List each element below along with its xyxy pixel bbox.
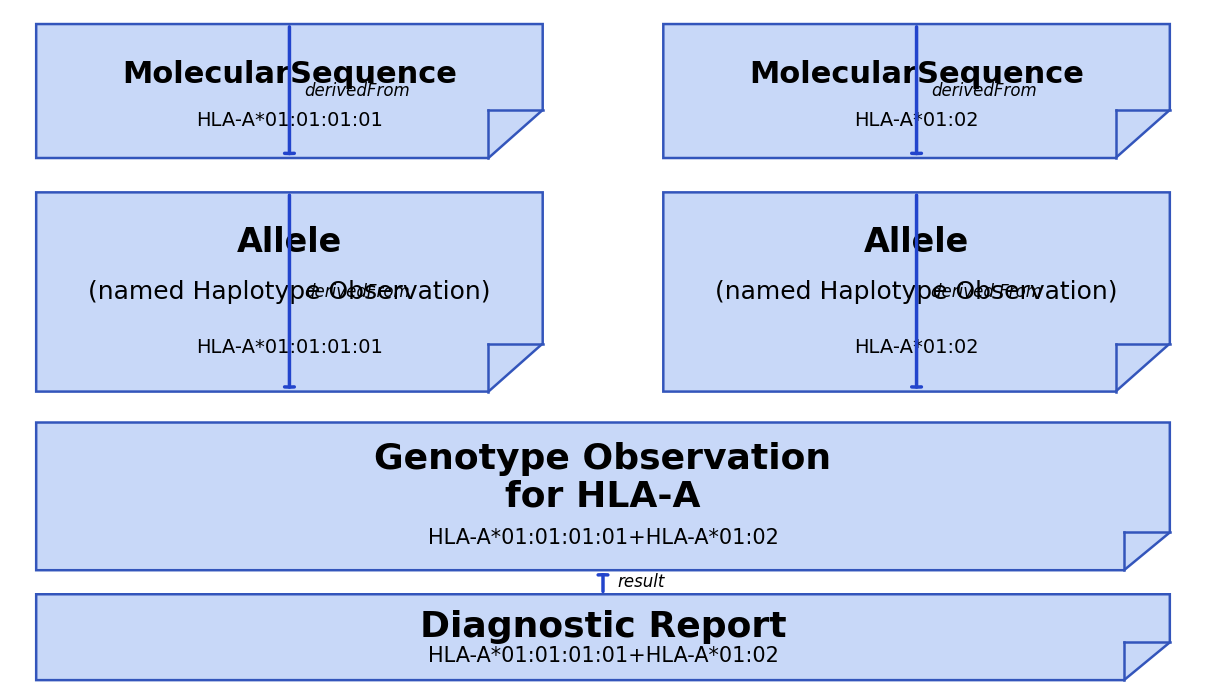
Text: HLA-A*01:01:01:01: HLA-A*01:01:01:01 [197, 111, 382, 130]
Text: derivedFrom: derivedFrom [931, 82, 1037, 100]
Text: (named Haplotype Observation): (named Haplotype Observation) [715, 280, 1118, 304]
Text: HLA-A*01:01:01:01+HLA-A*01:02: HLA-A*01:01:01:01+HLA-A*01:02 [428, 528, 778, 548]
Text: derived From: derived From [931, 283, 1042, 301]
Text: MolecularSequence: MolecularSequence [749, 60, 1084, 89]
Text: result: result [617, 573, 665, 592]
Polygon shape [36, 192, 543, 392]
Polygon shape [663, 24, 1170, 158]
Text: MolecularSequence: MolecularSequence [122, 60, 457, 89]
Polygon shape [663, 192, 1170, 392]
Text: HLA-A*01:01:01:01+HLA-A*01:02: HLA-A*01:01:01:01+HLA-A*01:02 [428, 646, 778, 666]
Polygon shape [36, 423, 1170, 570]
Text: Allele: Allele [863, 225, 970, 259]
Text: HLA-A*01:01:01:01: HLA-A*01:01:01:01 [197, 338, 382, 357]
Text: (named Haplotype Observation): (named Haplotype Observation) [88, 280, 491, 304]
Text: derivedFrom: derivedFrom [304, 82, 410, 100]
Polygon shape [36, 594, 1170, 680]
Text: Allele: Allele [236, 225, 343, 259]
Text: HLA-A*01:02: HLA-A*01:02 [854, 338, 979, 357]
Text: derivedFrom: derivedFrom [304, 283, 410, 301]
Polygon shape [36, 24, 543, 158]
Text: Genotype Observation: Genotype Observation [374, 442, 832, 476]
Text: Diagnostic Report: Diagnostic Report [420, 610, 786, 644]
Text: for HLA-A: for HLA-A [505, 480, 701, 513]
Text: HLA-A*01:02: HLA-A*01:02 [854, 111, 979, 130]
